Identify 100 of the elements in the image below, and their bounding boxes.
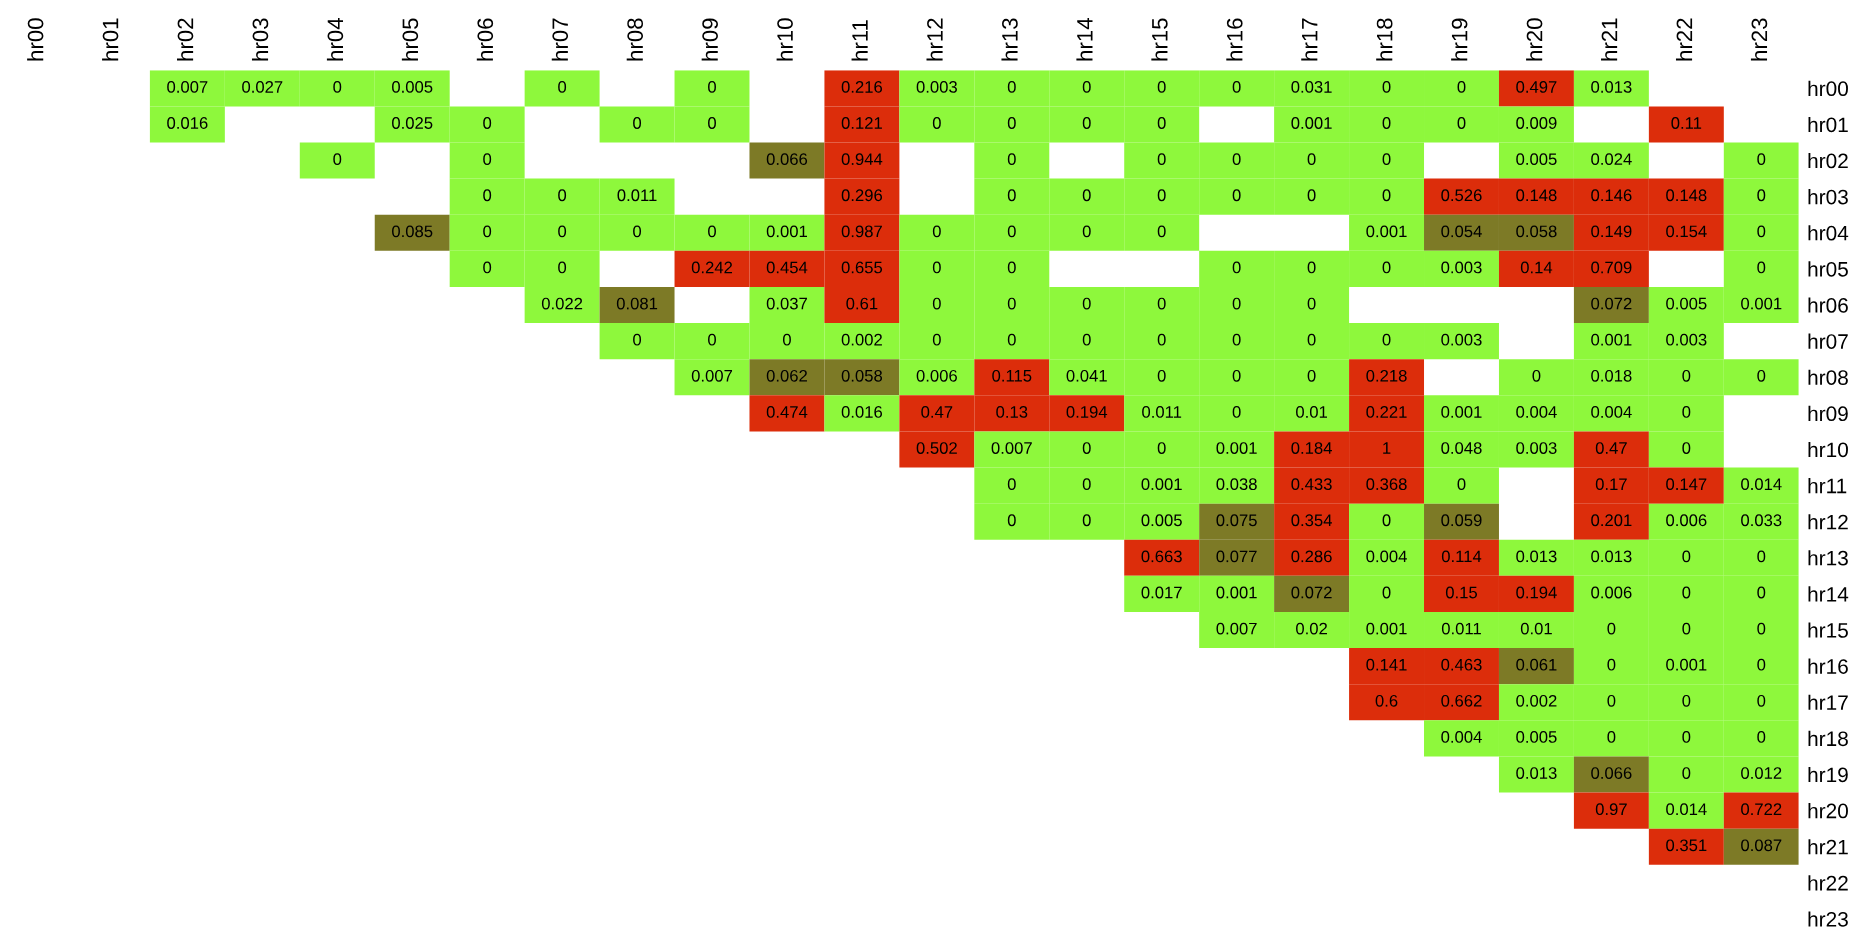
data-label: 0.02 <box>1296 622 1327 635</box>
y-tick-label: hr12 <box>1808 514 1848 530</box>
data-label: 0.17 <box>1595 478 1627 491</box>
data-label: 0.024 <box>1591 153 1632 166</box>
data-label: 0.012 <box>1741 767 1782 779</box>
data-label: 0 <box>1757 694 1766 707</box>
data-label: 0.054 <box>1441 225 1482 238</box>
x-tick-label: hr05 <box>401 18 419 61</box>
data-label: 0.15 <box>1445 586 1478 599</box>
data-label: 0.037 <box>766 297 807 310</box>
data-label: 0.041 <box>1066 369 1107 382</box>
data-label: 0.003 <box>1441 333 1482 346</box>
data-label: 0 <box>1307 369 1316 382</box>
data-label: 0.025 <box>392 117 433 129</box>
data-label: 0 <box>1757 550 1766 563</box>
data-label: 0 <box>1307 189 1316 202</box>
data-label: 0.006 <box>1591 586 1632 599</box>
data-label: 0.048 <box>1441 442 1482 454</box>
data-label: 0 <box>932 297 941 310</box>
data-label: 0.497 <box>1516 81 1557 93</box>
data-label: 0 <box>483 225 492 238</box>
data-label: 0 <box>633 225 642 238</box>
x-tick-label: hr04 <box>326 18 344 61</box>
data-label: 0.47 <box>921 406 953 418</box>
y-tick-label: hr03 <box>1808 189 1848 205</box>
data-label: 0 <box>1682 622 1691 635</box>
x-tick-label: hr00 <box>27 18 44 61</box>
data-label: 0.017 <box>1141 586 1182 599</box>
data-label: 0 <box>708 117 716 129</box>
data-label: 0.218 <box>1366 369 1407 382</box>
y-tick-label: hr06 <box>1808 297 1848 313</box>
data-label: 0.13 <box>996 406 1028 418</box>
data-label: 0.007 <box>691 369 733 382</box>
x-tick-label: hr21 <box>1601 18 1618 61</box>
y-tick-label: hr10 <box>1808 441 1848 458</box>
data-label: 0.001 <box>1591 333 1632 346</box>
data-label: 0 <box>1682 369 1691 382</box>
data-label: 0.005 <box>1666 297 1707 310</box>
y-tick-label: hr21 <box>1808 839 1848 855</box>
data-label: 0.085 <box>392 225 433 238</box>
data-label: 0.001 <box>766 225 807 238</box>
y-tick-label: hr00 <box>1808 80 1848 97</box>
data-label: 0 <box>1007 189 1016 202</box>
data-label: 0.007 <box>167 81 208 93</box>
data-label: 0 <box>558 261 567 274</box>
x-tick-label: hr12 <box>926 18 943 61</box>
y-tick-label: hr22 <box>1808 875 1848 891</box>
data-label: 0.058 <box>841 369 883 382</box>
data-label: 0.354 <box>1291 514 1332 527</box>
y-tick-label: hr02 <box>1808 153 1848 169</box>
data-label: 0.077 <box>1216 550 1257 563</box>
y-tick-label: hr11 <box>1808 478 1847 494</box>
data-label: 0.722 <box>1741 803 1782 816</box>
data-label: 0.146 <box>1591 189 1632 202</box>
data-label: 0.655 <box>841 261 883 274</box>
data-label: 0 <box>782 333 791 346</box>
y-tick-label: hr23 <box>1808 911 1848 927</box>
data-label: 0.454 <box>766 261 808 274</box>
x-tick-label: hr01 <box>102 18 119 61</box>
data-label: 0 <box>1082 189 1091 202</box>
data-label: 0 <box>1157 117 1166 129</box>
data-label: 0 <box>1382 153 1391 166</box>
data-label: 0.003 <box>1441 261 1482 274</box>
data-label: 0.005 <box>1516 153 1557 166</box>
data-label: 0.031 <box>1291 81 1332 93</box>
data-label: 0 <box>708 225 716 238</box>
data-label: 0 <box>1082 442 1091 454</box>
data-label: 0 <box>1007 117 1016 129</box>
data-label: 0 <box>333 153 342 166</box>
data-label: 0.072 <box>1291 586 1332 599</box>
data-label: 0.201 <box>1591 514 1632 527</box>
y-tick-label: hr15 <box>1808 622 1848 638</box>
data-label: 0.463 <box>1441 658 1482 671</box>
data-label: 0 <box>1307 261 1316 274</box>
x-tick-label: hr03 <box>251 18 269 61</box>
data-label: 0.058 <box>1516 225 1557 238</box>
data-label: 0.007 <box>991 442 1032 454</box>
data-label: 0.066 <box>766 153 808 166</box>
data-label: 0 <box>1082 225 1091 238</box>
data-label: 0.013 <box>1591 550 1632 563</box>
data-label: 0.526 <box>1441 189 1482 202</box>
data-label: 0.004 <box>1591 406 1632 418</box>
data-label: 0.154 <box>1666 225 1707 238</box>
data-label: 0.003 <box>1516 442 1557 454</box>
data-label: 0.061 <box>1516 658 1557 671</box>
x-tick-label: hr23 <box>1750 18 1768 61</box>
data-label: 0.001 <box>1141 478 1182 491</box>
data-label: 0 <box>1307 333 1316 346</box>
data-label: 0.97 <box>1595 803 1627 816</box>
data-label: 0.61 <box>846 297 878 310</box>
data-label: 0 <box>1382 333 1391 346</box>
data-label: 0.01 <box>1520 622 1552 635</box>
data-label: 0 <box>1607 622 1616 635</box>
y-tick-label: hr17 <box>1808 694 1848 710</box>
y-tick-label: hr09 <box>1808 405 1848 422</box>
data-label: 0.194 <box>1516 586 1557 599</box>
x-tick-label: hr15 <box>1151 18 1168 61</box>
x-tick-label: hr08 <box>626 18 644 61</box>
data-label: 0 <box>1607 694 1616 707</box>
data-label: 0.004 <box>1516 406 1557 418</box>
